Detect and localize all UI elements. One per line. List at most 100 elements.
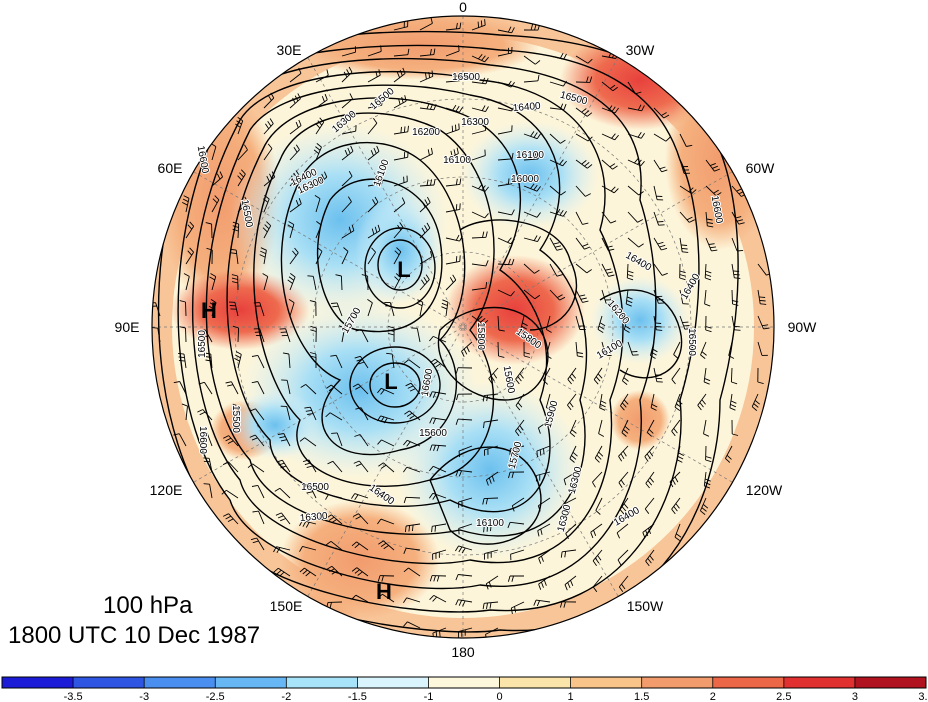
wind-barb-flag (198, 381, 205, 385)
wind-barb-flag (655, 322, 662, 324)
wind-barb (536, 599, 551, 603)
wind-barb-flag (705, 459, 712, 463)
wind-barb-flag (511, 27, 515, 34)
wind-barb (497, 183, 512, 187)
wind-barb-flag (423, 276, 428, 283)
wind-barb (329, 412, 343, 421)
wind-barb-flag (251, 381, 258, 384)
wind-barb-flag (485, 479, 489, 486)
wind-barb-flag (295, 144, 300, 150)
lon-label-90w: 90W (788, 319, 818, 335)
wind-barb-flag (426, 103, 430, 110)
wind-barb (575, 263, 588, 274)
wind-barb-flag (546, 329, 552, 333)
wind-barb-flag (452, 274, 457, 281)
wind-barb-flag (563, 601, 566, 608)
lon-label-90e: 90E (115, 319, 140, 335)
wind-barb-flag (675, 533, 682, 538)
lon-label-30w: 30W (626, 42, 656, 58)
wind-barb-flag (377, 518, 382, 525)
wind-barb (730, 367, 733, 383)
wind-barb (484, 419, 499, 423)
wind-barb (367, 302, 373, 317)
wind-barb-flag (381, 575, 384, 582)
wind-barb-flag (436, 575, 440, 582)
wind-barb-flag (354, 494, 359, 500)
wind-barb-flag (678, 452, 685, 456)
wind-barb-flag (689, 219, 695, 223)
wind-barb-flag (290, 175, 295, 182)
wind-barb (185, 226, 195, 239)
wind-barb-flag (651, 351, 657, 356)
colorbar-tick-label: -2.5 (206, 691, 225, 702)
wind-barb-flag (293, 172, 298, 179)
wind-barb (484, 601, 499, 604)
wind-barb (367, 251, 376, 265)
wind-barb-flag (267, 120, 272, 127)
wind-barb-flag (304, 462, 311, 466)
wind-barb-flag (536, 450, 538, 458)
wind-barb (445, 260, 460, 265)
wind-barb (341, 201, 352, 213)
wind-barb-flag (429, 250, 433, 257)
wind-barb-flag (355, 386, 361, 390)
wind-barb-flag (647, 528, 652, 534)
wind-barb-flag (688, 187, 694, 193)
wind-barb-flag (507, 522, 511, 529)
wind-barb-flag (622, 450, 627, 457)
wind-barb-flag (559, 52, 564, 59)
wind-barb-flag (204, 352, 211, 355)
wind-barb-flag (672, 479, 676, 485)
wind-barb (751, 393, 759, 407)
wind-barb-flag (486, 395, 489, 402)
wind-barb-flag (648, 428, 654, 434)
wind-barb-flag (375, 70, 378, 78)
wind-barb-flag (594, 557, 600, 564)
lon-label-60w: 60W (746, 160, 776, 176)
wind-barb-flag (537, 74, 540, 81)
wind-barb-flag (436, 445, 440, 452)
wind-barb (383, 462, 395, 473)
wind-barb-flag (421, 227, 426, 234)
wind-barb (649, 341, 655, 356)
wind-barb-flag (377, 491, 382, 498)
wind-barb-flag (348, 226, 352, 233)
wind-barb-flag (556, 274, 563, 277)
wind-barb-flag (708, 243, 715, 245)
wind-barb (575, 315, 581, 330)
wind-barb-flag (294, 247, 299, 253)
wind-barb-flag (661, 112, 667, 116)
wind-barb-flag (753, 403, 759, 408)
wind-barb-flag (221, 489, 227, 495)
wind-barb-flag (351, 541, 357, 547)
wind-barb-flag (381, 177, 383, 184)
wind-barb-flag (463, 348, 468, 355)
wind-barb-flag (361, 274, 368, 277)
wind-barb-flag (429, 493, 434, 499)
wind-barb-flag (595, 510, 601, 515)
wind-barb-flag (458, 470, 463, 477)
lon-label-180: 180 (451, 644, 475, 660)
wind-barb-flag (560, 191, 566, 196)
colorbar-swatch (2, 677, 74, 688)
wind-barb (653, 185, 658, 200)
wind-barb (432, 627, 447, 634)
lon-label-150w: 150W (627, 598, 664, 614)
wind-barb-flag (178, 352, 185, 355)
wind-barb-flag (656, 329, 663, 331)
wind-barb (545, 393, 551, 408)
wind-barb-flag (477, 315, 483, 321)
wind-barb-flag (675, 503, 680, 509)
wind-barb-flag (710, 162, 716, 167)
wind-barb-flag (609, 84, 616, 89)
wind-barb-flag (295, 121, 299, 128)
wind-barb-flag (626, 303, 632, 307)
wind-barb-flag (314, 195, 321, 199)
wind-barb (393, 73, 406, 83)
wind-barb-flag (485, 231, 488, 238)
contour-label: 16200 (412, 127, 440, 138)
wind-barb (620, 393, 629, 406)
wind-barb-flag (569, 402, 574, 408)
wind-barb (355, 594, 369, 603)
wind-barb-flag (458, 600, 463, 606)
